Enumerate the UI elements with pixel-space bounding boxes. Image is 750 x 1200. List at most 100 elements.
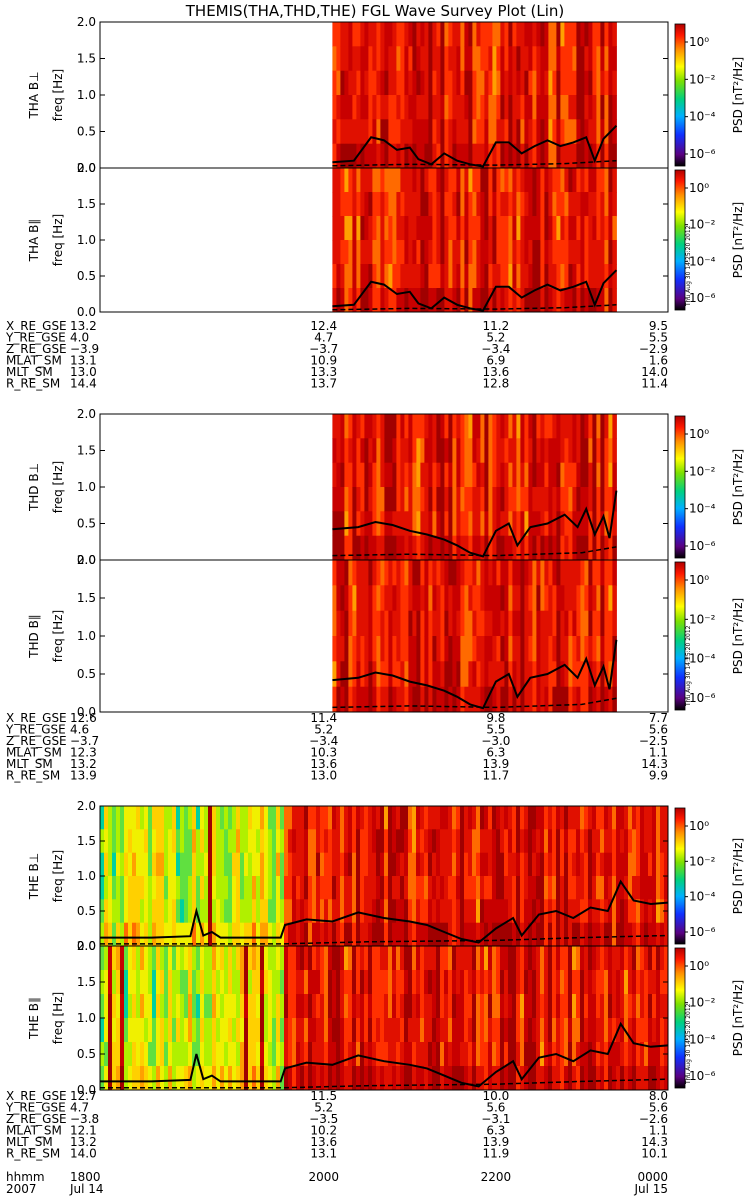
spectrogram-cell bbox=[532, 143, 537, 169]
spectrogram-cell bbox=[224, 1042, 229, 1067]
spectrogram-cell bbox=[400, 216, 405, 241]
spectrogram-cell bbox=[500, 806, 505, 830]
spectrogram-cell bbox=[452, 414, 457, 439]
spectrogram-cell bbox=[532, 119, 537, 145]
spectrogram-cell bbox=[584, 610, 589, 637]
spectrogram-cell bbox=[352, 661, 357, 688]
spectrogram-cell bbox=[544, 806, 549, 830]
spectrogram-cell bbox=[372, 240, 377, 265]
spectrogram-cell bbox=[572, 535, 577, 561]
spectrogram-cell bbox=[508, 46, 513, 72]
spectrogram-cell bbox=[368, 143, 373, 169]
spectrogram-cell bbox=[552, 806, 557, 830]
spectrogram-cell bbox=[408, 168, 413, 193]
spectrogram-cell bbox=[268, 1066, 273, 1091]
spectrogram-cell bbox=[572, 1042, 577, 1067]
spectrogram-cell bbox=[396, 876, 401, 900]
spectrogram-cell bbox=[624, 922, 629, 947]
spectrogram-cell bbox=[436, 70, 441, 96]
spectrogram-cell bbox=[496, 1042, 501, 1067]
spectrogram-cell bbox=[504, 192, 509, 217]
spectrogram-cell bbox=[560, 852, 565, 877]
spectrogram-cell bbox=[604, 1066, 609, 1091]
spectrogram-cell bbox=[248, 1066, 253, 1091]
spectrogram-cell bbox=[572, 487, 577, 512]
spectrogram-cell bbox=[424, 192, 429, 217]
spectrogram-cell bbox=[588, 487, 593, 512]
spectrogram-cell bbox=[488, 288, 493, 313]
colorbar-tick-label: 10⁻² bbox=[689, 218, 716, 232]
spectrogram-cell bbox=[460, 922, 465, 947]
spectrogram-cell bbox=[460, 511, 465, 537]
spectrogram-cell bbox=[336, 462, 341, 488]
spectrogram-cell bbox=[384, 899, 389, 924]
spectrogram-cell bbox=[196, 829, 201, 854]
spectrogram-cell bbox=[440, 192, 445, 217]
spectrogram-cell bbox=[488, 535, 493, 561]
spectrogram-cell bbox=[480, 168, 485, 193]
spectrogram-cell bbox=[540, 487, 545, 512]
spectrogram-cell bbox=[608, 192, 613, 217]
spectrogram-cell bbox=[400, 192, 405, 217]
ephemeris-label: Y_RE_GSE bbox=[5, 331, 66, 345]
spectrogram-cell bbox=[372, 1066, 377, 1091]
spectrogram-cell bbox=[132, 852, 137, 877]
spectrogram-cell bbox=[436, 636, 441, 662]
spectrogram-cell bbox=[540, 192, 545, 217]
spectrogram-cell bbox=[196, 946, 201, 971]
spectrogram-cell bbox=[660, 1042, 665, 1067]
spectrogram-cell bbox=[608, 946, 613, 971]
spectrogram-cell bbox=[404, 535, 409, 561]
spectrogram-cell bbox=[128, 994, 133, 1019]
spectrogram-cell bbox=[584, 95, 589, 120]
spectrogram-cell bbox=[520, 487, 525, 512]
spectrogram-cell bbox=[360, 852, 365, 877]
spectrogram-cell bbox=[348, 143, 353, 169]
spectrogram-cell bbox=[560, 806, 565, 830]
spectrogram-cell bbox=[324, 899, 329, 924]
spectrogram-cell bbox=[436, 240, 441, 265]
spectrogram-cell bbox=[284, 852, 289, 877]
spectrogram-cell bbox=[104, 922, 109, 947]
spectrogram-cell bbox=[644, 1018, 649, 1043]
spectrogram-cell bbox=[508, 119, 513, 145]
spectrogram-cell bbox=[468, 560, 473, 586]
spectrogram-cell bbox=[132, 829, 137, 854]
spectrogram-cell bbox=[516, 876, 521, 900]
spectrogram-cell bbox=[556, 852, 561, 877]
spectrogram-cell bbox=[444, 95, 449, 120]
spectrogram-cell bbox=[504, 535, 509, 561]
spectrogram-cell bbox=[492, 511, 497, 537]
spectrogram-cell bbox=[404, 610, 409, 637]
spectrogram-cell bbox=[140, 1042, 145, 1067]
spectrogram-cell bbox=[560, 119, 565, 145]
spectrogram-cell bbox=[392, 994, 397, 1019]
spectrogram-cell bbox=[192, 922, 197, 947]
spectrogram-cell bbox=[596, 511, 601, 537]
spectrogram-cell bbox=[336, 922, 341, 947]
spectrogram-cell bbox=[532, 535, 537, 561]
spectrogram-cell bbox=[548, 829, 553, 854]
spectrogram-cell bbox=[396, 414, 401, 439]
spectrogram-cell bbox=[608, 22, 613, 47]
spectrogram-cell bbox=[456, 240, 461, 265]
spectrogram-cell bbox=[520, 829, 525, 854]
spectrogram-cell bbox=[424, 264, 429, 289]
spectrogram-cell bbox=[508, 511, 513, 537]
ephemeris-value: 11.7 bbox=[483, 769, 510, 783]
spectrogram-cell bbox=[360, 829, 365, 854]
spectrogram-cell bbox=[612, 852, 617, 877]
spectrogram-cell bbox=[536, 143, 541, 169]
spectrogram-cell bbox=[476, 829, 481, 854]
spectrogram-cell bbox=[536, 852, 541, 877]
spectrogram-cell bbox=[408, 1018, 413, 1043]
spectrogram-cell bbox=[608, 806, 613, 830]
spectrogram-cell bbox=[132, 899, 137, 924]
y-tick-label: 2.0 bbox=[77, 161, 96, 175]
spectrogram-cell bbox=[384, 610, 389, 637]
spectrogram-cell bbox=[164, 946, 169, 971]
spectrogram-cell bbox=[524, 438, 529, 464]
spectrogram-cell bbox=[492, 288, 497, 313]
spectrogram-cell bbox=[292, 1018, 297, 1043]
